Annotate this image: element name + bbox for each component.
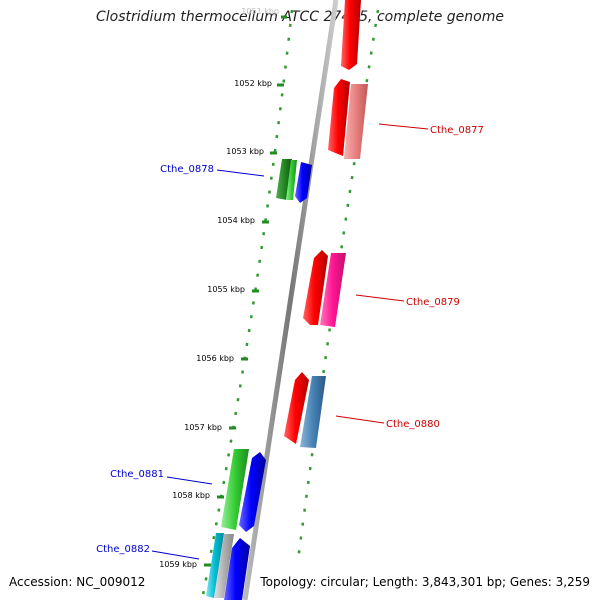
gene-label-cthe-0882[interactable]: Cthe_0882	[96, 544, 150, 555]
label-leader-cthe-0877	[378, 123, 429, 130]
map-title: Clostridium thermocellum ATCC 27405, com…	[96, 9, 504, 25]
gene-arrow-forward[interactable]	[300, 376, 326, 448]
tick-label: 1058 kbp	[172, 491, 210, 500]
gene-arrow-reverse[interactable]	[224, 538, 250, 600]
gene-arrow-forward[interactable]	[328, 79, 350, 156]
tick-label: 1059 kbp	[159, 560, 197, 569]
tick-label: 1056 kbp	[196, 354, 234, 363]
tick-ring-left	[200, 9, 294, 600]
accession-text: Accession: NC_009012	[9, 575, 146, 589]
gene-arrow-reverse[interactable]	[295, 162, 312, 203]
label-leader-cthe-0882	[151, 550, 200, 560]
gene-label-cthe-0877[interactable]: Cthe_0877	[430, 125, 484, 136]
gene-arrow-reverse[interactable]	[206, 533, 224, 598]
tick-label: 1053 kbp	[226, 147, 264, 156]
tick-label: 1051 kbp	[241, 7, 279, 16]
major-ticks	[204, 15, 287, 567]
gene-label-cthe-0878[interactable]: Cthe_0878	[160, 164, 214, 175]
gene-arrow-reverse[interactable]	[239, 452, 266, 532]
gene-arrow-forward[interactable]	[284, 372, 309, 444]
gene-label-cthe-0879[interactable]: Cthe_0879	[406, 297, 460, 308]
gene-arrow-reverse[interactable]	[286, 160, 297, 200]
tick-label: 1054 kbp	[217, 216, 255, 225]
gene-arrow-forward[interactable]	[303, 250, 328, 325]
tick-label: 1055 kbp	[207, 285, 245, 294]
gene-arrow-forward[interactable]	[344, 84, 368, 159]
label-leader-cthe-0880	[335, 415, 385, 424]
gene-arrow-forward[interactable]	[320, 253, 346, 327]
label-leader-cthe-0881	[166, 476, 213, 485]
gene-arrow-reverse[interactable]	[221, 449, 249, 530]
genome-stats-text: Topology: circular; Length: 3,843,301 bp…	[260, 575, 590, 589]
label-leader-cthe-0879	[355, 294, 405, 302]
tick-label: 1057 kbp	[184, 423, 222, 432]
gene-arrow-forward[interactable]	[341, 0, 361, 70]
gene-arrow-reverse[interactable]	[214, 534, 234, 598]
genome-backbone	[242, 0, 339, 600]
label-leader-cthe-0878	[216, 169, 265, 177]
tick-label: 1052 kbp	[234, 79, 272, 88]
gene-label-cthe-0880[interactable]: Cthe_0880	[386, 419, 440, 430]
gene-label-cthe-0881[interactable]: Cthe_0881	[110, 469, 164, 480]
